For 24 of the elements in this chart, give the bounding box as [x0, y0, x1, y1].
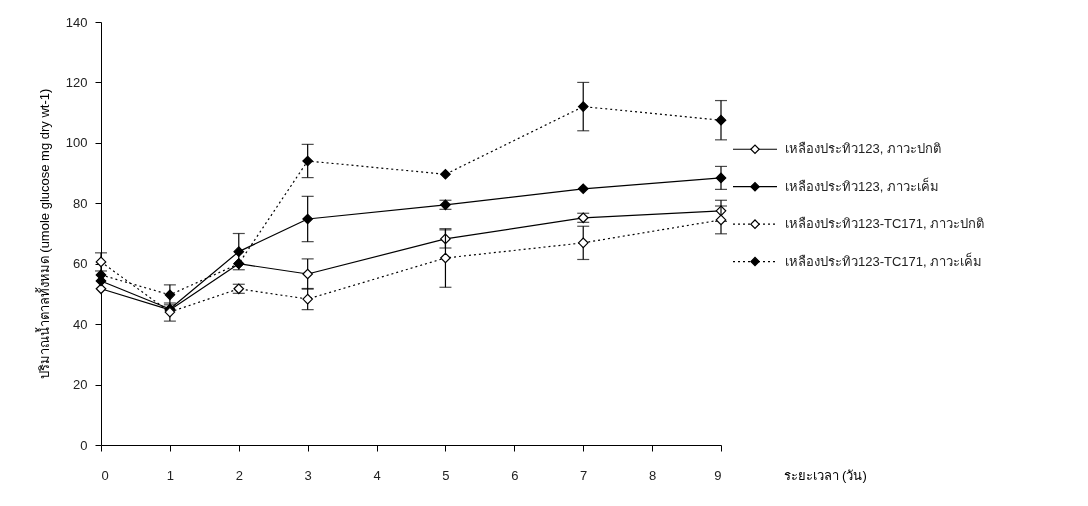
legend-label: เหลืองประทิว123-TC171, ภาวะปกติ — [785, 216, 985, 232]
x-tick-label: 7 — [580, 467, 588, 483]
x-axis-title: ระยะเวลา (วัน) — [783, 467, 867, 483]
y-tick-label: 0 — [80, 437, 88, 453]
x-tick-label: 1 — [166, 467, 175, 483]
x-tick-label: 5 — [442, 467, 450, 483]
x-tick-label: 0 — [101, 467, 109, 483]
legend-label: เหลืองประทิว123-TC171, ภาวะเค็ม — [785, 251, 983, 269]
x-tick-label: 9 — [714, 467, 722, 483]
y-axis-title: ปริมาณน้ำตาลทั้งหมด (umole glucose mg dry wt-1) — [34, 88, 52, 380]
x-tick-label: 2 — [235, 467, 243, 483]
x-tick-label: 3 — [304, 467, 312, 483]
x-tick-label: 8 — [648, 467, 657, 483]
legend-label: เหลืองประทิว123, ภาวะปกติ — [785, 141, 941, 157]
y-tick-label: 20 — [73, 377, 88, 393]
y-tick-label: 100 — [65, 135, 88, 151]
y-tick-label: 60 — [73, 256, 88, 272]
y-tick-label: 40 — [73, 316, 88, 332]
x-tick-label: 6 — [511, 467, 519, 483]
y-tick-label: 80 — [73, 195, 88, 211]
y-tick-label: 120 — [65, 74, 88, 90]
y-tick-label: 140 — [65, 14, 88, 30]
legend-label: เหลืองประทิว123, ภาวะเค็ม — [785, 176, 939, 194]
x-tick-label: 4 — [373, 467, 381, 483]
